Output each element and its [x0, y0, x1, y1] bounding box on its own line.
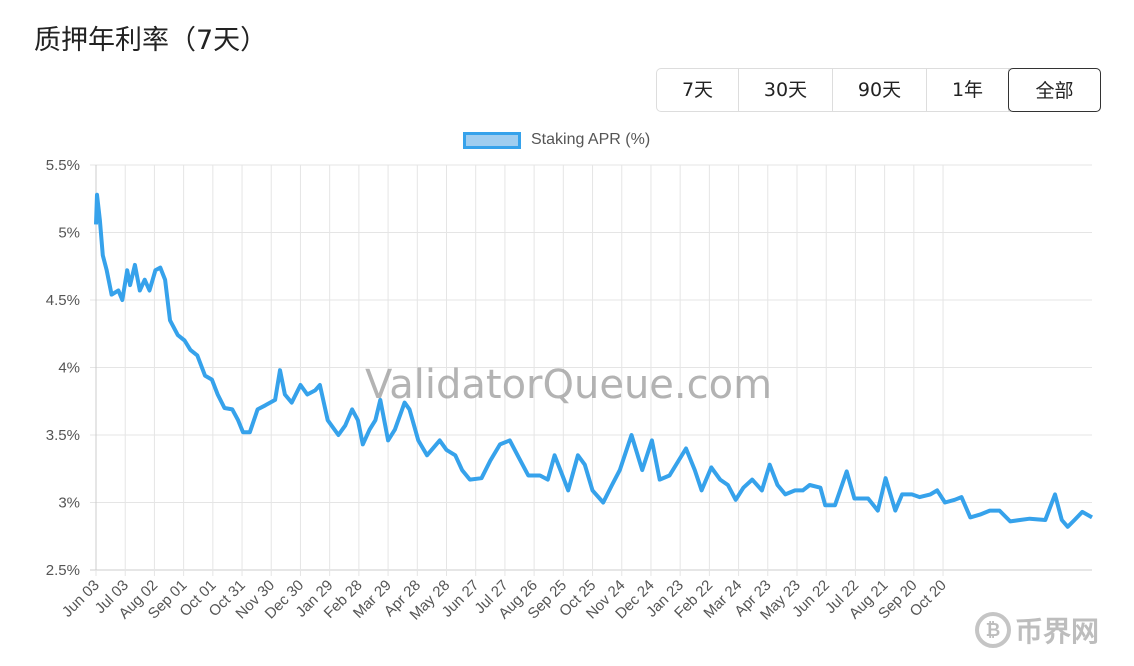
page-title: 质押年利率（7天）	[34, 25, 268, 56]
range-button-30d[interactable]: 30天	[739, 69, 833, 111]
y-tick-label: 2.5%	[46, 562, 80, 579]
y-tick-label: 4.5%	[46, 292, 80, 309]
logo-text: 币界网	[1015, 616, 1100, 647]
site-logo: ₿ 币界网	[975, 610, 1099, 650]
range-button-all[interactable]: 全部	[1008, 68, 1101, 112]
y-tick-label: 3.5%	[46, 427, 80, 444]
range-button-7d[interactable]: 7天	[657, 69, 739, 111]
y-tick-label: 5.5%	[46, 157, 80, 174]
chart-legend-item[interactable]: Staking APR (%)	[463, 131, 650, 149]
legend-label: Staking APR (%)	[531, 131, 651, 148]
time-range-selector: 7天 30天 90天 1年 全部	[656, 68, 1101, 112]
y-tick-label: 5%	[58, 225, 80, 242]
legend-swatch	[463, 131, 521, 149]
range-button-90d[interactable]: 90天	[833, 69, 927, 111]
y-tick-label: 3%	[58, 495, 80, 512]
watermark: ValidatorQueue.com	[365, 362, 773, 408]
coin-icon: ₿	[975, 612, 1011, 648]
x-tick-label: Jun 03	[59, 577, 103, 621]
y-tick-label: 4%	[58, 360, 80, 377]
